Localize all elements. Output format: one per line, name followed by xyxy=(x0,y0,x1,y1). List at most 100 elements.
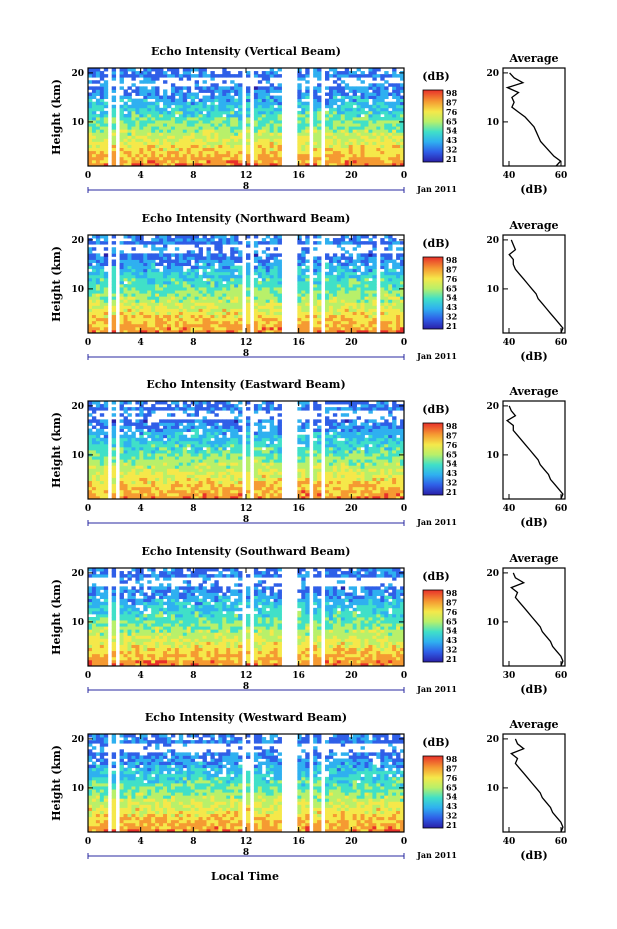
heatmap-cell xyxy=(170,495,176,500)
heatmap-cell xyxy=(297,305,302,309)
heatmap-cell xyxy=(194,453,199,457)
heatmap-cell xyxy=(170,453,176,457)
heatmap-cell xyxy=(257,129,263,133)
heatmap-cell xyxy=(170,468,176,472)
heatmap-cell xyxy=(277,305,282,309)
heatmap-cell xyxy=(380,241,385,245)
heatmap-cell xyxy=(170,98,176,103)
heatmap-cell xyxy=(135,107,140,112)
heatmap-cell xyxy=(372,329,377,334)
heatmap-cell xyxy=(167,428,172,433)
heatmap-cell xyxy=(186,280,192,285)
heatmap-cell xyxy=(147,241,152,245)
heatmap-cell xyxy=(190,296,196,300)
heatmap-cell xyxy=(253,329,259,334)
heatmap-cell xyxy=(392,293,397,297)
heatmap-cell xyxy=(226,474,231,478)
heatmap-cell xyxy=(269,268,275,273)
heatmap-cell xyxy=(91,74,97,78)
heatmap-cell xyxy=(127,299,132,303)
heatmap-cell xyxy=(163,459,168,463)
heatmap-cell xyxy=(392,89,397,93)
heatmap-cell xyxy=(178,271,184,276)
heatmap-cell xyxy=(313,74,318,78)
heatmap-cell xyxy=(198,434,203,439)
heatmap-cell xyxy=(131,299,136,303)
heatmap-cell xyxy=(372,290,377,294)
heatmap-cell xyxy=(139,71,144,75)
heatmap-cell xyxy=(159,162,164,167)
heatmap-cell xyxy=(88,290,93,294)
heatmap-cell xyxy=(151,326,156,331)
heatmap-cell xyxy=(317,296,322,300)
heatmap-cell xyxy=(182,71,188,75)
heatmap-cell xyxy=(265,290,271,294)
heatmap-cell xyxy=(360,117,365,121)
heatmap-cell xyxy=(380,147,385,152)
heatmap-cell xyxy=(253,89,259,93)
heatmap-cell xyxy=(143,274,148,279)
heatmap-cell xyxy=(265,253,271,257)
heatmap-cell xyxy=(174,434,180,439)
heatmap-cell xyxy=(127,110,132,115)
heatmap-cell xyxy=(297,92,302,96)
heatmap-cell xyxy=(178,320,184,325)
x-tick-label: 0 xyxy=(85,338,91,348)
heatmap-cell xyxy=(269,299,275,303)
heatmap-cell xyxy=(210,153,215,158)
heatmap-cell xyxy=(198,314,203,319)
heatmap-cell xyxy=(174,425,180,429)
heatmap-cell xyxy=(103,431,109,436)
heatmap-cell xyxy=(352,110,357,115)
heatmap-cell xyxy=(174,483,180,488)
heatmap-cell xyxy=(95,287,101,291)
heatmap-cell xyxy=(159,317,164,322)
heatmap-cell xyxy=(186,268,192,273)
heatmap-cell xyxy=(202,117,207,121)
heatmap-cell xyxy=(396,296,401,300)
heatmap-cell xyxy=(392,277,397,282)
heatmap-cell xyxy=(396,253,401,257)
heatmap-cell xyxy=(119,453,124,457)
heatmap-cell xyxy=(170,440,176,445)
heatmap-cell xyxy=(230,477,235,482)
heatmap-cell xyxy=(99,287,105,291)
heatmap-cell xyxy=(147,159,152,164)
heatmap-cell xyxy=(127,296,132,300)
heatmap-cell xyxy=(139,123,144,127)
heatmap-cell xyxy=(257,296,263,300)
heatmap-cell xyxy=(234,247,239,251)
heatmap-cell xyxy=(143,150,148,155)
heatmap-cell xyxy=(257,271,263,276)
heatmap-cell xyxy=(313,262,318,267)
x-tick-label: 20 xyxy=(345,338,358,348)
heatmap-cell xyxy=(230,159,235,164)
heatmap-cell xyxy=(186,241,192,245)
heatmap-cell xyxy=(202,486,207,491)
heatmap-cell xyxy=(174,459,180,463)
heatmap-cell xyxy=(170,462,176,466)
heatmap-cell xyxy=(99,443,105,448)
heatmap-cell xyxy=(202,434,207,439)
heatmap-cell xyxy=(119,162,124,167)
heatmap-cell xyxy=(202,141,207,145)
heatmap-cell xyxy=(143,465,148,469)
heatmap-cell xyxy=(257,241,263,245)
heatmap-cell xyxy=(182,477,188,482)
heatmap-cell xyxy=(226,317,231,322)
heatmap-cell xyxy=(182,104,188,109)
heatmap-cell xyxy=(336,238,342,242)
heatmap-cell xyxy=(396,314,401,319)
heatmap-cell xyxy=(392,274,397,279)
heatmap-cell xyxy=(186,107,192,112)
heatmap-cell xyxy=(376,159,381,164)
heatmap-cell xyxy=(186,135,192,139)
heatmap-cell xyxy=(253,277,259,282)
heatmap-cell xyxy=(384,101,389,106)
heatmap-cell xyxy=(99,314,105,319)
heatmap-cell xyxy=(253,162,259,167)
heatmap-cell xyxy=(167,323,172,328)
heatmap-cell xyxy=(135,440,140,445)
heatmap-cell xyxy=(190,483,196,488)
heatmap-cell xyxy=(348,277,354,282)
